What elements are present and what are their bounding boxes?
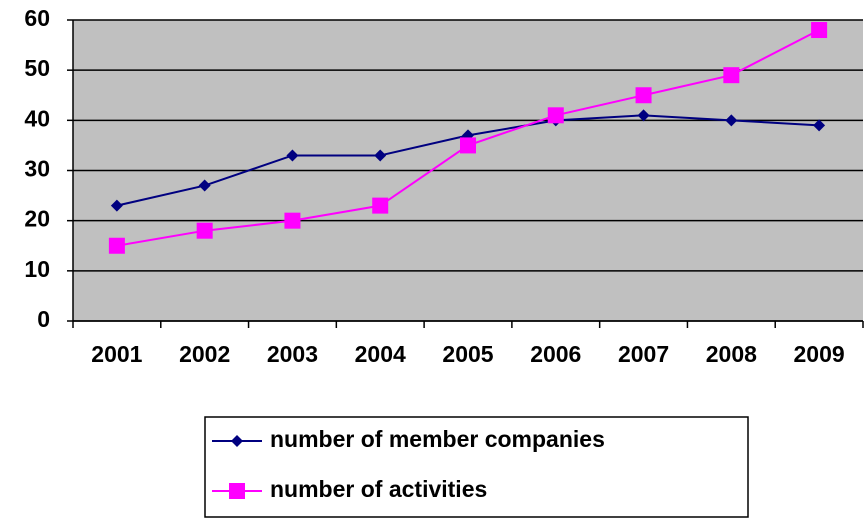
data-point	[196, 222, 213, 239]
x-tick-label: 2003	[267, 341, 318, 367]
x-tick-label: 2001	[91, 341, 142, 367]
y-tick-label: 0	[37, 306, 50, 332]
data-point	[813, 119, 826, 132]
data-point	[374, 149, 387, 162]
data-point	[284, 212, 301, 229]
legend-marker	[229, 483, 245, 499]
data-point	[635, 87, 652, 104]
data-point	[110, 199, 123, 212]
data-point	[286, 149, 299, 162]
data-point	[372, 197, 389, 214]
y-tick-label: 40	[24, 105, 50, 131]
x-tick-label: 2009	[794, 341, 845, 367]
data-point	[198, 179, 211, 192]
y-tick-label: 30	[24, 156, 50, 182]
data-point	[637, 109, 650, 122]
y-tick-label: 60	[24, 5, 50, 31]
data-point	[460, 137, 476, 154]
data-point	[108, 237, 125, 254]
legend-label: number of activities	[270, 476, 487, 502]
legend-marker	[231, 435, 243, 447]
x-tick-label: 2008	[706, 341, 757, 367]
data-point	[725, 114, 738, 127]
legend-box	[204, 416, 749, 518]
x-tick-label: 2005	[442, 341, 493, 367]
y-tick-label: 20	[24, 206, 50, 232]
x-tick-label: 2002	[179, 341, 230, 367]
data-point	[723, 67, 740, 84]
x-tick-label: 2006	[530, 341, 581, 367]
y-tick-label: 50	[24, 55, 50, 81]
x-tick-label: 2004	[355, 341, 406, 367]
data-point	[547, 107, 564, 124]
data-point	[811, 22, 828, 39]
legend-label: number of member companies	[270, 426, 605, 452]
x-tick-label: 2007	[618, 341, 669, 367]
y-tick-label: 10	[24, 256, 50, 282]
